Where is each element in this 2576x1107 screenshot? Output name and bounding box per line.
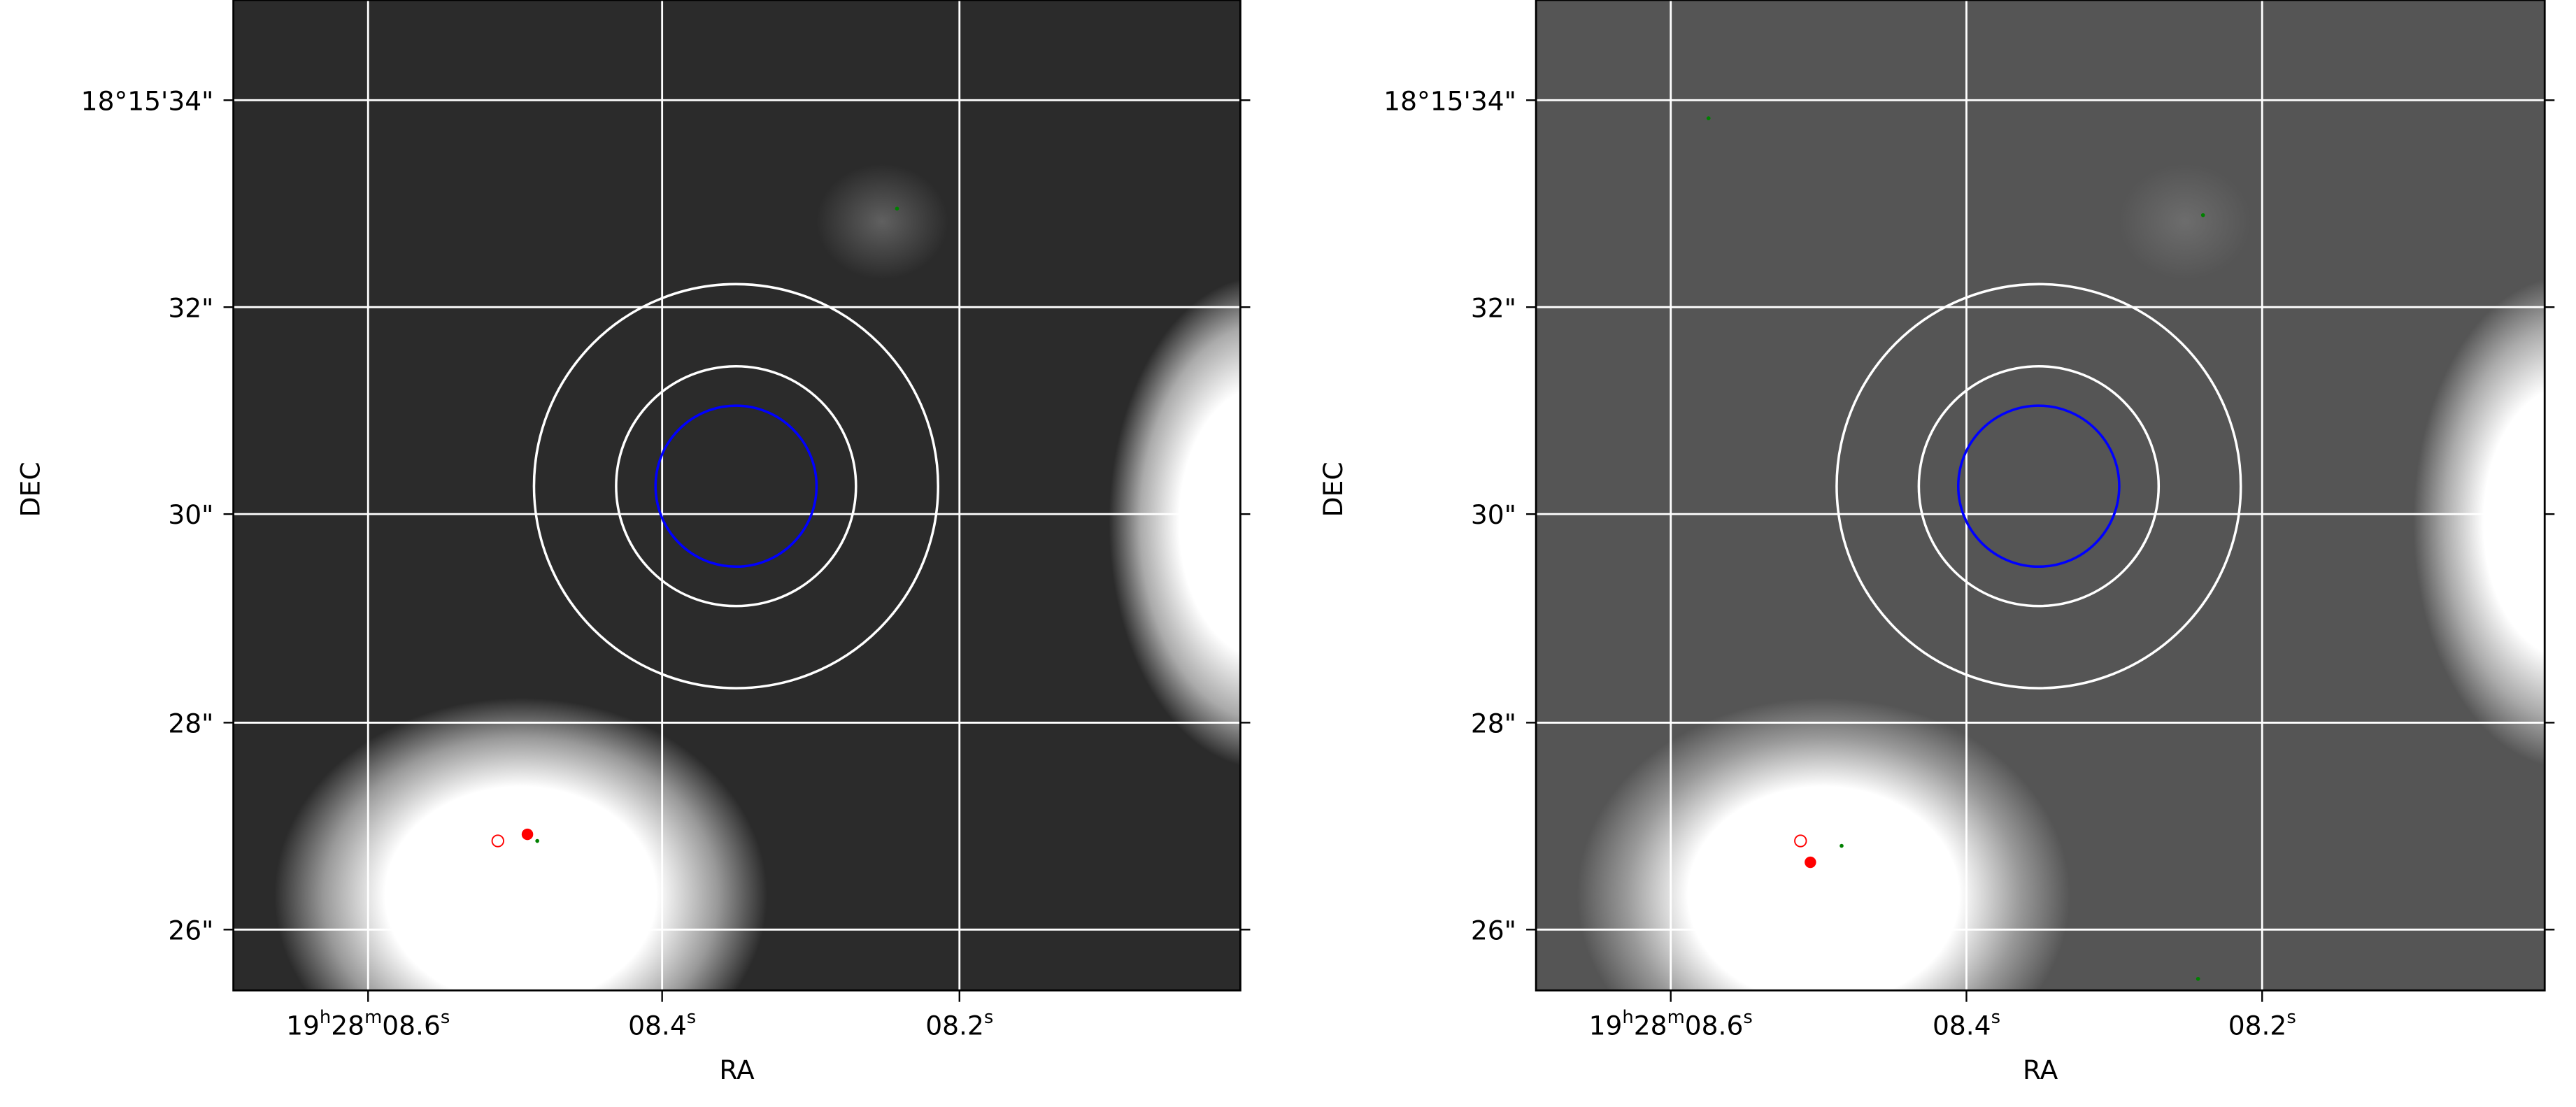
x-axis-label: RA: [719, 1055, 755, 1085]
annulus-outer-circle: [1835, 283, 2242, 690]
axes-frame: [232, 0, 1241, 992]
tick-value: 08.6: [1685, 1010, 1744, 1041]
tick-value: 08.2: [925, 1010, 984, 1041]
x-tick-label: 19h28m08.6s: [286, 1007, 450, 1041]
green-source-marker: [895, 206, 899, 211]
annulus-outer-circle: [532, 283, 939, 690]
unit-superscript: h: [320, 1007, 331, 1028]
unit-superscript: s: [687, 1007, 696, 1028]
y-tick-label: 30": [1471, 499, 1516, 530]
aperture-circle: [654, 404, 818, 569]
green-source-marker: [2196, 976, 2200, 981]
catalog-open-marker: [1794, 834, 1807, 848]
tick-value: 08.6: [382, 1010, 441, 1041]
tick-value: 08.4: [628, 1010, 687, 1041]
y-tick-label: 26": [1471, 915, 1516, 945]
aperture-circle: [1956, 404, 2121, 569]
catalog-filled-marker: [521, 828, 534, 841]
y-tick-label: 18°15'34": [1383, 85, 1516, 116]
x-tick-label: 19h28m08.6s: [1589, 1007, 1753, 1041]
y-tick-label: 30": [168, 499, 213, 530]
unit-superscript: h: [1622, 1007, 1633, 1028]
x-tick-label: 08.4s: [628, 1007, 696, 1041]
sky-image: [233, 0, 1241, 991]
green-source-marker: [2200, 213, 2205, 217]
unit-superscript: s: [1743, 1007, 1752, 1028]
image-panel-1: 18°15'34"32"30"28"26"19h28m08.6s 08.4s 08.…: [15, 0, 1251, 1085]
sky-image: [1536, 0, 2545, 991]
x-tick-label: 08.2s: [2228, 1007, 2296, 1041]
y-axis-label: DEC: [1318, 462, 1349, 517]
y-tick-label: 28": [168, 708, 213, 739]
image-panel-2: 18°15'34"32"30"28"26"19h28m08.6s 08.4s 08.…: [1318, 0, 2555, 1085]
tick-value: 08.2: [2228, 1010, 2287, 1041]
bright-source-bottom: [274, 698, 767, 991]
y-axis-label: DEC: [15, 462, 46, 517]
axes-frame: [1535, 0, 2546, 992]
bright-source-right: [2413, 279, 2545, 766]
unit-superscript: s: [441, 1007, 450, 1028]
y-tick-label: 32": [168, 292, 213, 323]
unit-superscript: m: [364, 1007, 382, 1028]
y-tick-label: 32": [1471, 292, 1516, 323]
faint-source: [816, 164, 948, 280]
tick-value: 08.4: [1933, 1010, 1991, 1041]
tick-value: 28: [331, 1010, 364, 1041]
bright-source-bottom: [1577, 698, 2070, 991]
tick-value: 28: [1634, 1010, 1667, 1041]
green-source-marker: [1706, 116, 1711, 120]
tick-value: 19: [286, 1010, 320, 1041]
x-tick-label: 08.4s: [1933, 1007, 2000, 1041]
annulus-inner-circle: [615, 364, 858, 608]
y-tick-label: 18°15'34": [81, 85, 214, 116]
faint-source: [2119, 164, 2251, 280]
x-tick-label: 08.2s: [925, 1007, 993, 1041]
unit-superscript: s: [1991, 1007, 2000, 1028]
y-tick-label: 26": [168, 915, 213, 945]
catalog-filled-marker: [1805, 856, 1816, 869]
x-axis-label: RA: [2023, 1055, 2058, 1085]
green-source-marker: [1840, 843, 1844, 848]
annulus-inner-circle: [1917, 364, 2161, 608]
green-source-marker: [535, 838, 539, 843]
y-tick-label: 28": [1471, 708, 1516, 739]
unit-superscript: s: [2286, 1007, 2296, 1028]
catalog-open-marker: [491, 834, 504, 848]
bright-source-right: [1109, 279, 1241, 766]
unit-superscript: m: [1667, 1007, 1685, 1028]
tick-value: 19: [1589, 1010, 1623, 1041]
unit-superscript: s: [984, 1007, 993, 1028]
